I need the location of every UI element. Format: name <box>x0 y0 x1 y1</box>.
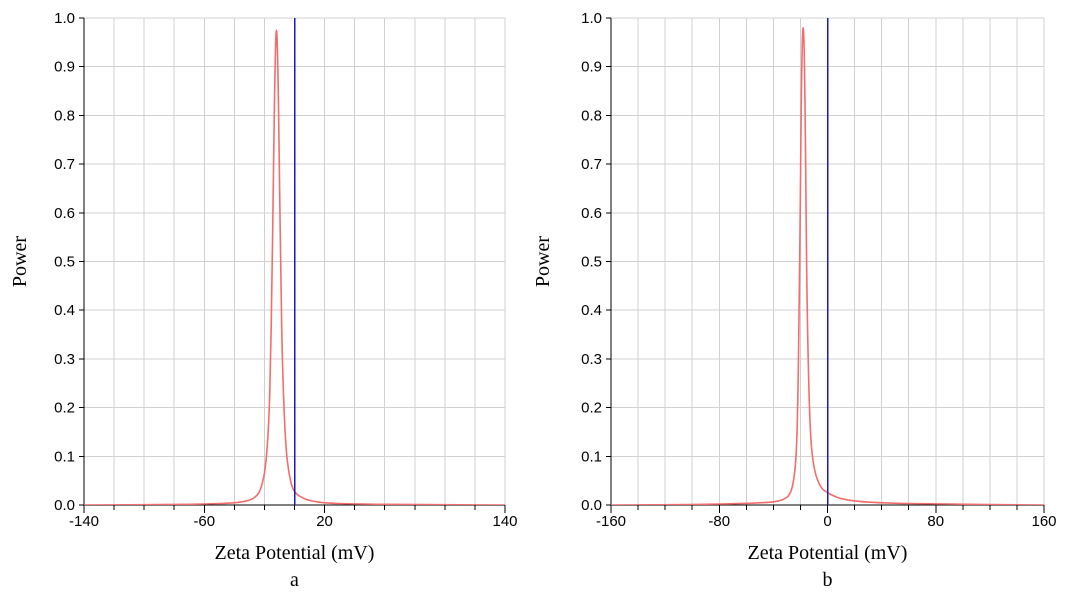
y-tick-label: 0.8 <box>54 107 75 124</box>
y-tick-label: 0.0 <box>54 497 75 514</box>
y-tick-label: 0.2 <box>54 400 75 417</box>
y-tick-label: 0.1 <box>581 448 602 465</box>
y-tick-label: 0.9 <box>581 59 602 76</box>
y-tick-label: 0.3 <box>54 351 75 368</box>
x-tick-label: -160 <box>596 513 626 530</box>
x-tick-label: 140 <box>492 513 517 530</box>
y-axis-title: Power <box>532 236 554 287</box>
x-tick-label: 80 <box>927 513 944 530</box>
y-tick-label: 0.6 <box>581 205 602 222</box>
chart-panel-b: 0.0 0.1 0.2 0.3 0.4 0.5 0.6 0.7 0.8 0.9 1.0 -160 -80… <box>532 10 1057 591</box>
y-tick-label: 0.3 <box>581 351 602 368</box>
y-tick-label: 0.2 <box>581 400 602 417</box>
y-tick-label: 0.8 <box>581 107 602 124</box>
y-tick-label: 1.0 <box>581 10 602 27</box>
y-tick-label: 0.7 <box>581 156 602 173</box>
y-tick-label: 0.5 <box>581 254 602 271</box>
y-tick-label: 0.5 <box>54 254 75 271</box>
x-tick-label: -140 <box>69 513 99 530</box>
panel-label: a <box>290 569 299 591</box>
y-tick-label: 1.0 <box>54 10 75 27</box>
x-tick-label: -60 <box>193 513 215 530</box>
distribution-curve <box>84 29 505 505</box>
x-tick-label: 0 <box>823 513 831 530</box>
x-axis-title: Zeta Potential (mV) <box>215 542 375 564</box>
x-axis-title: Zeta Potential (mV) <box>748 542 908 564</box>
y-tick-label: 0.0 <box>581 497 602 514</box>
y-tick-label: 0.9 <box>54 59 75 76</box>
y-tick-label: 0.4 <box>54 302 75 319</box>
panel-label: b <box>823 569 833 591</box>
y-tick-label: 0.7 <box>54 156 75 173</box>
chart-panel-a: 0.0 0.1 0.2 0.3 0.4 0.5 0.6 0.7 0.8 0.9 1.0 -140 -60… <box>9 10 518 591</box>
y-tick-label: 0.4 <box>581 302 602 319</box>
y-tick-label: 0.1 <box>54 448 75 465</box>
distribution-curve <box>611 26 1044 505</box>
x-tick-label: 20 <box>316 513 333 530</box>
x-tick-label: 160 <box>1031 513 1056 530</box>
y-tick-label: 0.6 <box>54 205 75 222</box>
y-axis-title: Power <box>9 236 31 287</box>
x-tick-label: -80 <box>708 513 730 530</box>
